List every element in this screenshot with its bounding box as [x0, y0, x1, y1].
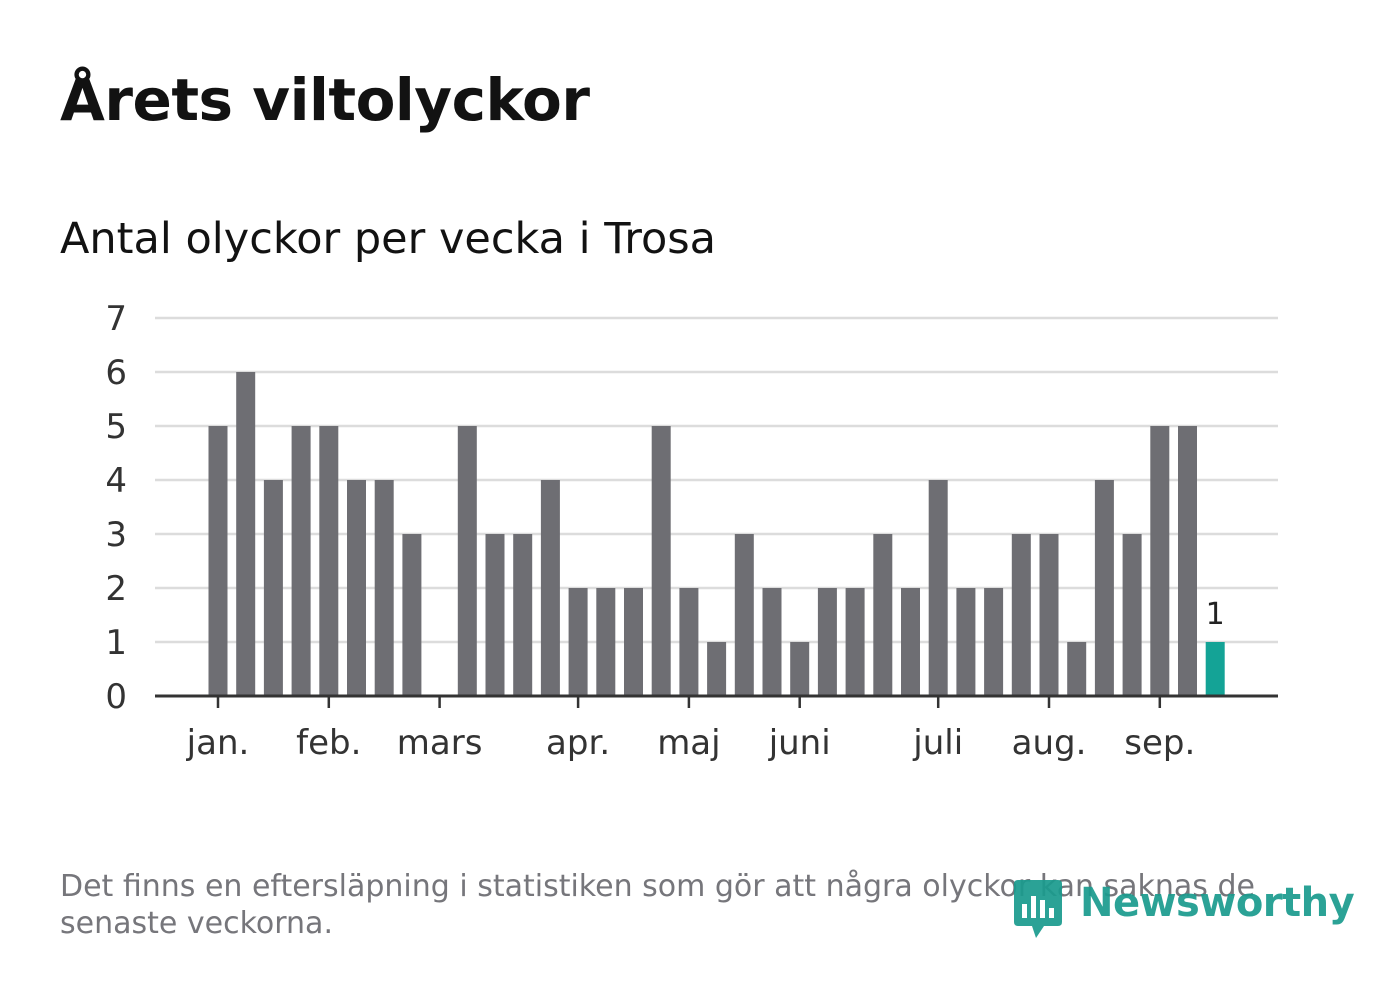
bar — [319, 426, 339, 696]
bar — [596, 588, 616, 696]
bar — [624, 588, 643, 696]
newsworthy-logo: Newsworthy — [1010, 876, 1355, 942]
bar — [457, 426, 477, 696]
chart-title: Årets viltolyckor — [60, 66, 590, 134]
bar — [790, 642, 810, 696]
bar — [513, 534, 533, 696]
bar — [347, 480, 366, 696]
y-tick-label: 2 — [105, 569, 127, 609]
x-tick-label: sep. — [1124, 723, 1195, 763]
x-tick-label: maj — [657, 723, 720, 763]
y-tick-label: 4 — [105, 461, 127, 501]
chart-subtitle: Antal olyckor per vecka i Trosa — [60, 214, 717, 264]
bar — [707, 642, 727, 696]
bar — [291, 426, 311, 696]
bar — [540, 480, 560, 696]
bar — [762, 588, 782, 696]
bar — [1094, 480, 1114, 696]
bar — [928, 480, 948, 696]
bar — [956, 588, 976, 696]
bar — [817, 588, 837, 696]
newsworthy-logo-icon — [1014, 880, 1062, 938]
x-tick-label: mars — [397, 723, 483, 763]
bar — [485, 534, 505, 696]
bars — [208, 372, 1225, 696]
x-tick-label: jan. — [186, 723, 250, 763]
x-tick-label: juli — [912, 723, 963, 763]
y-tick-label: 7 — [105, 299, 127, 339]
gridlines — [155, 316, 1278, 644]
bar — [1067, 642, 1087, 696]
y-tick-label: 1 — [105, 623, 127, 663]
bar — [873, 534, 893, 696]
x-axis: jan. feb. mars apr. maj juni juli aug. sep. — [155, 694, 1278, 763]
bar — [374, 480, 394, 696]
y-tick-label: 6 — [105, 353, 127, 393]
bar — [679, 588, 699, 696]
data-labels: 1 — [1206, 597, 1225, 632]
bar — [901, 588, 920, 696]
highlight-bar — [1205, 642, 1225, 696]
bar — [402, 534, 422, 696]
bar — [1039, 534, 1059, 696]
bar — [845, 588, 865, 696]
x-tick-label: apr. — [546, 723, 610, 763]
bar — [734, 534, 754, 696]
y-tick-label: 5 — [105, 407, 127, 447]
bar — [263, 480, 283, 696]
brand-name: Newsworthy — [1080, 880, 1355, 926]
bar — [1122, 534, 1142, 696]
x-tick-label: feb. — [296, 723, 361, 763]
bar — [984, 588, 1004, 696]
bar — [1150, 426, 1170, 696]
bar — [651, 426, 671, 696]
highlight-data-label: 1 — [1206, 597, 1225, 632]
bar — [568, 588, 588, 696]
bar — [236, 372, 256, 696]
y-axis-tick-labels: 0 1 2 3 4 5 6 7 — [105, 299, 127, 717]
x-tick-label: aug. — [1012, 723, 1087, 763]
y-tick-label: 3 — [105, 515, 127, 555]
x-tick-label: juni — [768, 723, 831, 763]
bar — [1178, 426, 1197, 696]
y-tick-label: 0 — [105, 677, 127, 717]
bar — [1011, 534, 1031, 696]
bar — [208, 426, 228, 696]
